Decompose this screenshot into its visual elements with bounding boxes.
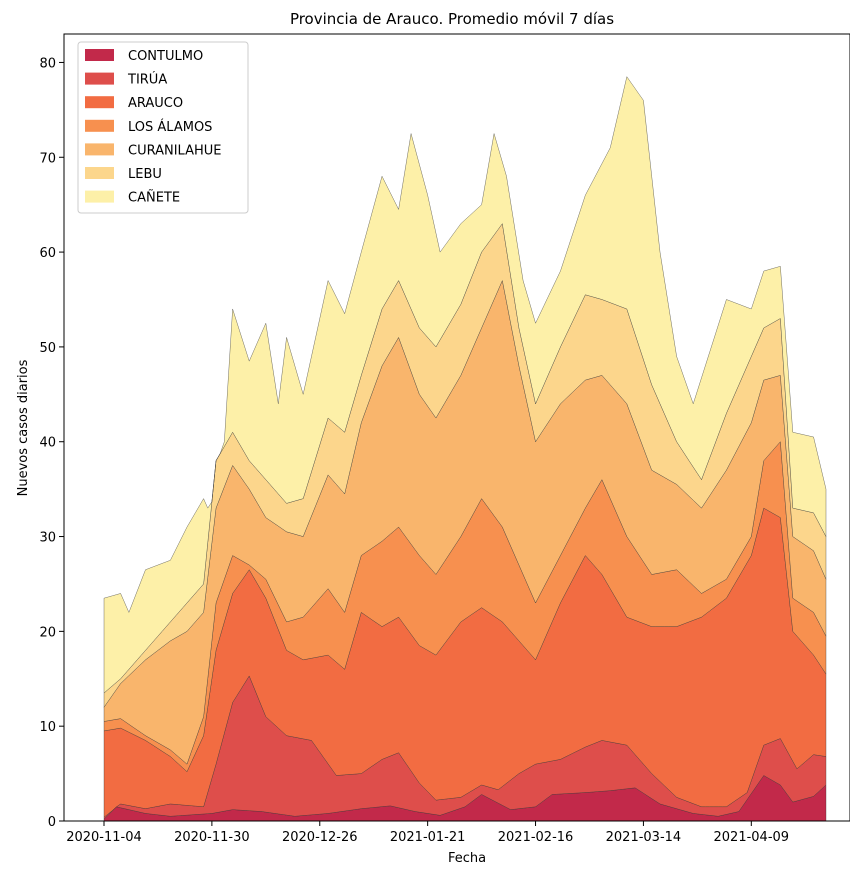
legend-swatch (85, 119, 114, 132)
legend-label: ARAUCO (128, 96, 183, 111)
legend-swatch (85, 72, 114, 85)
y-tick-label: 40 (39, 436, 56, 451)
y-tick-label: 20 (39, 625, 56, 640)
legend-swatch (85, 143, 114, 156)
legend-label: CAÑETE (128, 190, 180, 206)
legend-box (77, 41, 249, 214)
x-tick-label: 2020-12-26 (282, 830, 358, 845)
legend-label: LOS ÁLAMOS (128, 119, 212, 135)
x-axis: 2020-11-04 2020-11-30 2020-12-26 2021-01-21… (66, 821, 789, 845)
y-tick-label: 10 (39, 720, 56, 735)
y-axis: 0 10 20 30 40 50 60 70 80 (39, 56, 64, 830)
y-tick-label: 0 (48, 815, 56, 830)
x-tick-label: 2021-01-21 (390, 830, 466, 845)
plot-frame (63, 33, 850, 822)
legend-label: LEBU (128, 167, 162, 182)
y-tick-label: 70 (39, 151, 56, 166)
x-tick-label: 2021-04-09 (714, 830, 790, 845)
legend: CONTULMO TIRÚA ARAUCO LOS ÁLAMOS CURANILAHUE… (77, 41, 249, 214)
legend-label: TIRÚA (127, 72, 167, 88)
series-areas (103, 76, 827, 822)
chart-title: Provincia de Arauco. Promedio móvil 7 dí… (290, 10, 614, 28)
legend-label: CURANILAHUE (128, 143, 222, 158)
x-tick-label: 2021-03-14 (606, 830, 682, 845)
x-tick-label: 2020-11-30 (174, 830, 250, 845)
legend-swatch (85, 49, 114, 61)
y-tick-label: 30 (39, 531, 56, 546)
area-series-canete (103, 76, 827, 694)
y-tick-label: 60 (39, 246, 56, 261)
legend-swatch (85, 190, 114, 203)
y-axis-label: Nuevos casos diarios (16, 359, 31, 496)
x-tick-label: 2020-11-04 (66, 830, 142, 845)
y-tick-label: 80 (39, 56, 56, 71)
x-axis-label: Fecha (448, 851, 486, 866)
y-tick-label: 50 (39, 341, 56, 356)
legend-label: CONTULMO (128, 49, 203, 64)
x-tick-label: 2021-02-16 (498, 830, 574, 845)
legend-swatch (85, 167, 114, 179)
legend-swatch (85, 96, 114, 109)
